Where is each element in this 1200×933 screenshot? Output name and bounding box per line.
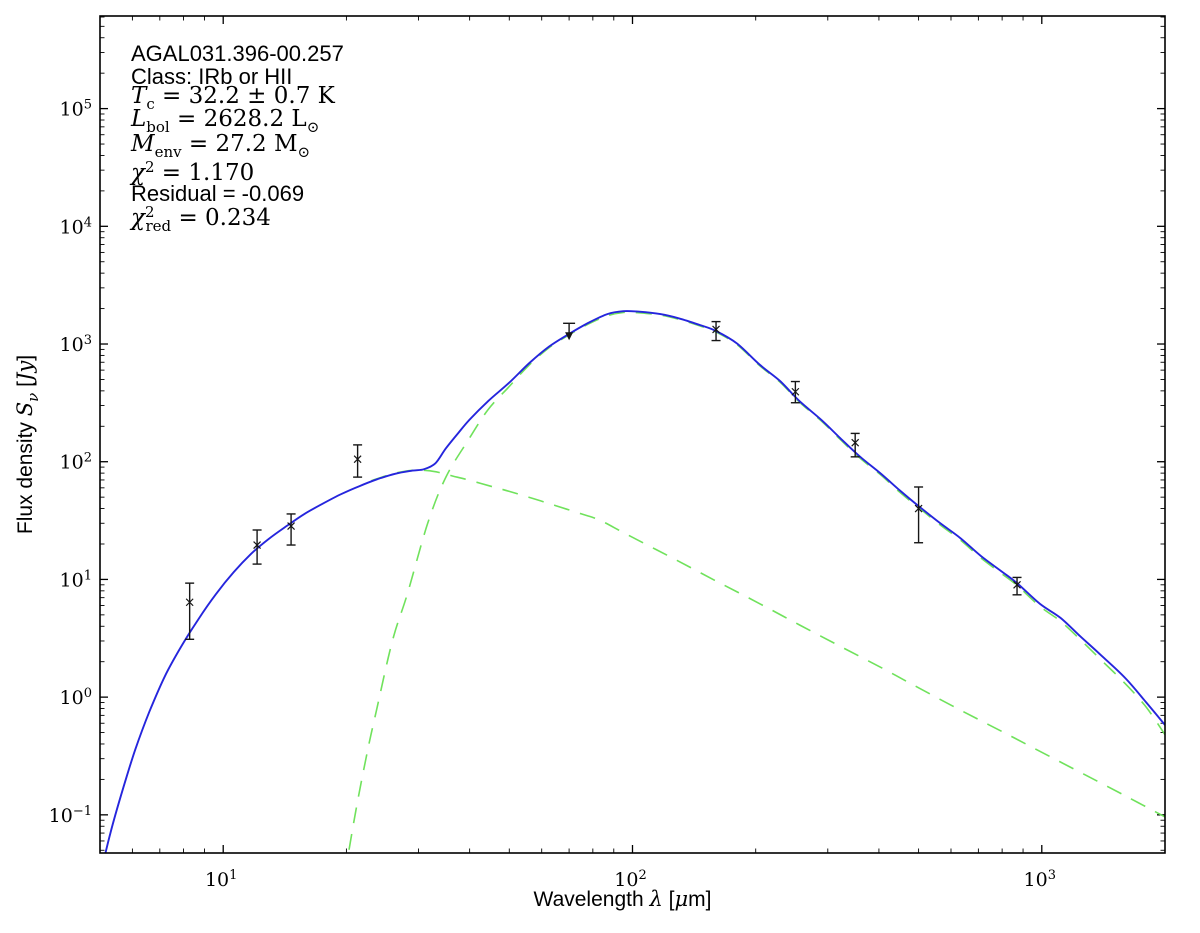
- curves-layer: [104, 310, 1165, 853]
- data-point: [252, 529, 262, 565]
- annotation-line: Lbol = 2628.2 L⊙: [130, 106, 319, 136]
- data-point: [711, 320, 721, 342]
- curve-warm-component: [371, 469, 1165, 818]
- y-tick-label: 104: [60, 215, 92, 238]
- x-tick-label: 102: [614, 868, 646, 891]
- y-tick-label: 101: [60, 568, 92, 591]
- y-tick-label: 10−1: [49, 804, 92, 827]
- x-marker: [353, 455, 362, 464]
- annotation-line: Menv = 27.2 M⊙: [130, 131, 310, 161]
- data-point: [914, 486, 924, 544]
- annotation-line: Tc = 32.2 ± 0.7 K: [131, 83, 336, 113]
- x-marker: [185, 598, 194, 607]
- annotation-line: AGAL031.396-00.257: [131, 41, 344, 66]
- data-point: [185, 582, 195, 640]
- plot-frame: [99, 15, 1166, 854]
- x-marker: [851, 438, 860, 447]
- y-tick-label: 103: [60, 333, 92, 356]
- data-point: [850, 432, 860, 458]
- x-marker: [914, 504, 923, 513]
- x-tick-label: 103: [1024, 868, 1056, 891]
- annotation-line: Class: IRb or HII: [131, 64, 292, 89]
- y-tick-label: 100: [60, 686, 92, 709]
- curve-total-model-fit: [104, 310, 1165, 853]
- y-axis-label: Flux density Sν [Jy]: [13, 355, 42, 534]
- annotation-line: χ2 = 1.170: [129, 158, 254, 186]
- data-points-layer: [185, 320, 1022, 640]
- x-marker: [287, 522, 296, 530]
- data-point: [353, 444, 363, 478]
- y-tick-label: 105: [60, 98, 92, 121]
- x-axis-label: Wavelength λ [μm]: [534, 887, 712, 911]
- x-marker: [712, 325, 720, 334]
- upper-limit-arrowhead: [565, 332, 574, 341]
- x-marker: [791, 387, 800, 396]
- upper-limit-point: [563, 322, 576, 341]
- x-tick-label: 101: [205, 868, 237, 891]
- y-tick-label: 102: [60, 451, 92, 474]
- data-point: [286, 513, 296, 546]
- annotation-line: Residual = -0.069: [131, 181, 304, 206]
- data-point: [1012, 576, 1022, 596]
- data-point: [790, 380, 800, 404]
- x-marker: [253, 541, 262, 549]
- annotation-line: χ2 red = 0.234: [129, 203, 271, 235]
- x-marker: [1013, 580, 1021, 589]
